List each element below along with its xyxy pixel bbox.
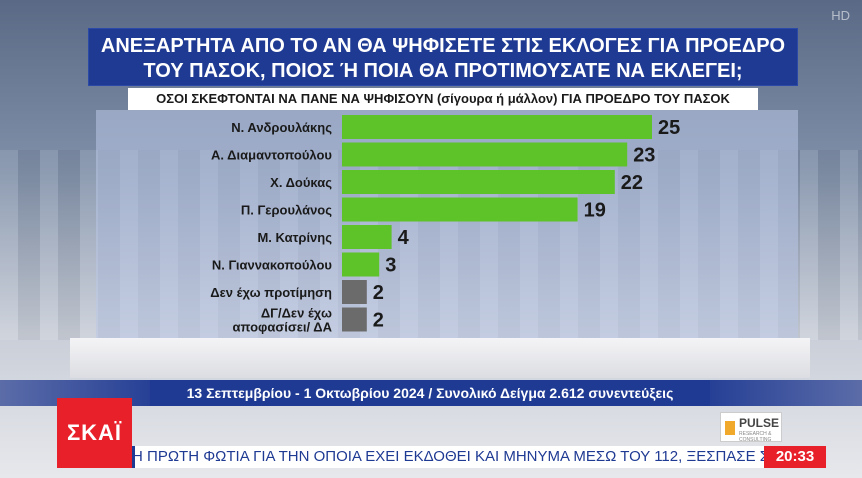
- value-label-0: 25: [658, 117, 680, 139]
- chart-base-shelf: [70, 338, 810, 378]
- category-label-7: ΔΓ/Δεν έχω αποφασίσει/ ΔΑ: [233, 306, 333, 335]
- category-label-1: Α. Διαμαντοπούλου: [211, 148, 332, 163]
- bar-1: [342, 142, 628, 167]
- chart-title: ΑΝΕΞΑΡΤΗΤΑ ΑΠΟ ΤΟ ΑΝ ΘΑ ΨΗΦΙΣΕΤΕ ΣΤΙΣ ΕΚ…: [88, 28, 798, 86]
- value-label-7: 2: [373, 310, 384, 332]
- bar-5: [342, 252, 380, 277]
- channel-logo: ΣΚΑΪ: [57, 398, 132, 468]
- category-label-6: Δεν έχω προτίμηση: [210, 285, 332, 300]
- bar-7: [342, 307, 367, 332]
- bar-6: [342, 280, 367, 304]
- bar-0: [342, 115, 652, 139]
- value-label-5: 3: [385, 255, 396, 277]
- value-label-6: 2: [373, 282, 384, 304]
- chart-subtitle: ΟΣΟΙ ΣΚΕΦΤΟΝΤΑΙ ΝΑ ΠΑΝΕ ΝΑ ΨΗΦΙΣΟΥΝ (σίγ…: [128, 88, 758, 110]
- value-label-1: 23: [633, 145, 655, 167]
- pollster-subtitle: RESEARCH & CONSULTING: [739, 431, 772, 443]
- bar-3: [342, 197, 578, 222]
- hd-badge: HD: [831, 8, 850, 23]
- bar-2: [342, 170, 615, 194]
- category-label-3: Π. Γερουλάνος: [241, 203, 332, 218]
- news-ticker: Η ΠΡΩΤΗ ΦΩΤΙΑ ΓΙΑ ΤΗΝ ΟΠΟΙΑ ΕΧΕΙ ΕΚΔΟΘΕΙ…: [132, 446, 764, 468]
- survey-info: 13 Σεπτεμβρίου - 1 Οκτωβρίου 2024 / Συνο…: [150, 380, 710, 406]
- category-label-0: Ν. Ανδρουλάκης: [231, 120, 332, 135]
- pollster-name: PULSE: [739, 416, 780, 430]
- ticker-text: Η ΠΡΩΤΗ ΦΩΤΙΑ ΓΙΑ ΤΗΝ ΟΠΟΙΑ ΕΧΕΙ ΕΚΔΟΘΕΙ…: [132, 448, 764, 465]
- title-line-1: ΑΝΕΞΑΡΤΗΤΑ ΑΠΟ ΤΟ ΑΝ ΘΑ ΨΗΦΙΣΕΤΕ ΣΤΙΣ ΕΚ…: [100, 35, 786, 57]
- pollster-logo: PULSE RESEARCH & CONSULTING: [720, 412, 782, 443]
- clock: 20:33: [764, 446, 826, 468]
- bar-4: [342, 225, 392, 249]
- category-label-5: Ν. Γιαννακοπούλου: [212, 258, 333, 273]
- ticker-edge: [132, 446, 135, 468]
- value-label-2: 22: [621, 172, 643, 194]
- title-line-2: ΤΟΥ ΠΑΣΟΚ, ΠΟΙΟΣ Ή ΠΟΙΑ ΘΑ ΠΡΟΤΙΜΟΥΣΑΤΕ …: [143, 60, 743, 82]
- category-label-4: Μ. Κατρίνης: [257, 230, 332, 245]
- pulse-mark-icon: [725, 421, 735, 435]
- value-label-4: 4: [398, 227, 410, 249]
- category-label-2: Χ. Δούκας: [270, 175, 332, 190]
- value-label-3: 19: [584, 200, 606, 222]
